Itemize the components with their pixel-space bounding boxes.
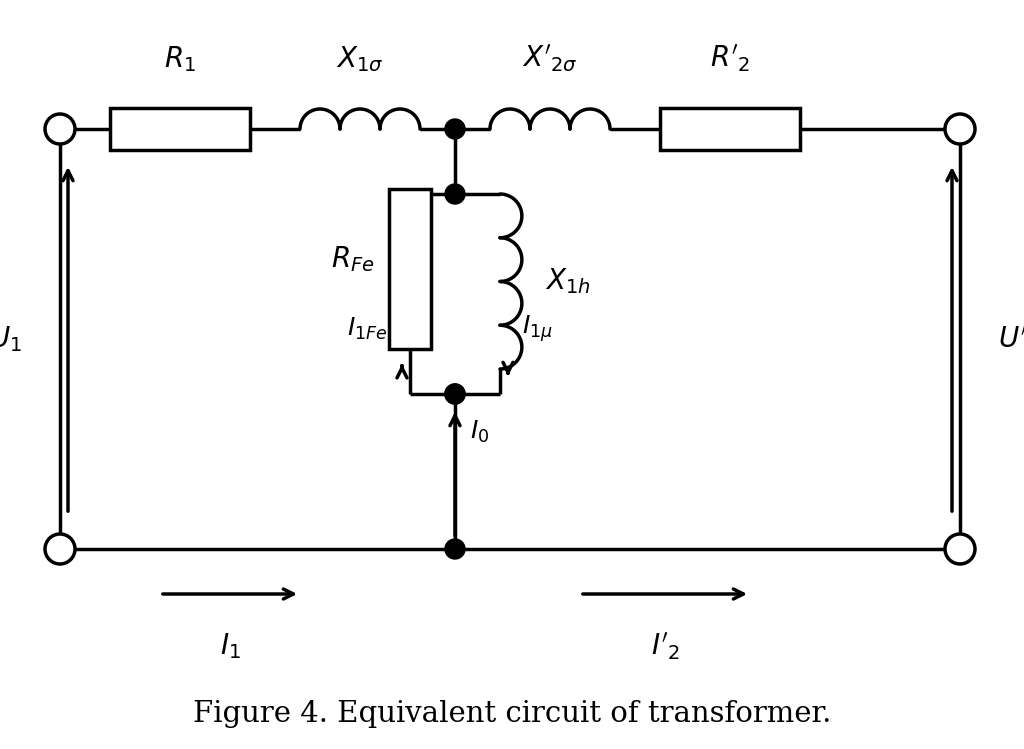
- Circle shape: [445, 539, 465, 559]
- Text: $I_1$: $I_1$: [219, 631, 241, 661]
- Text: $U'_2$: $U'_2$: [998, 324, 1024, 355]
- Text: $I_0$: $I_0$: [470, 419, 489, 445]
- Circle shape: [945, 534, 975, 564]
- Text: $I_{1Fe}$: $I_{1Fe}$: [347, 316, 388, 342]
- Text: $X'_{2\sigma}$: $X'_{2\sigma}$: [522, 43, 578, 74]
- Text: $I'_2$: $I'_2$: [650, 631, 680, 663]
- Text: $U_1$: $U_1$: [0, 324, 22, 354]
- Circle shape: [945, 114, 975, 144]
- Bar: [389, 189, 431, 349]
- Circle shape: [445, 184, 465, 204]
- Circle shape: [445, 384, 465, 404]
- Circle shape: [45, 534, 75, 564]
- Text: $R'_2$: $R'_2$: [710, 43, 750, 74]
- Text: $R_{Fe}$: $R_{Fe}$: [332, 244, 375, 274]
- Circle shape: [45, 114, 75, 144]
- Bar: [110, 108, 250, 150]
- Text: Figure 4. Equivalent circuit of transformer.: Figure 4. Equivalent circuit of transfor…: [193, 700, 831, 728]
- Text: $R_1$: $R_1$: [164, 44, 196, 74]
- Bar: [660, 108, 800, 150]
- Text: $I_{1\mu}$: $I_{1\mu}$: [522, 314, 553, 345]
- Text: $X_{1\sigma}$: $X_{1\sigma}$: [336, 44, 384, 74]
- Circle shape: [445, 384, 465, 404]
- Circle shape: [445, 119, 465, 139]
- Text: $X_{1h}$: $X_{1h}$: [545, 267, 591, 297]
